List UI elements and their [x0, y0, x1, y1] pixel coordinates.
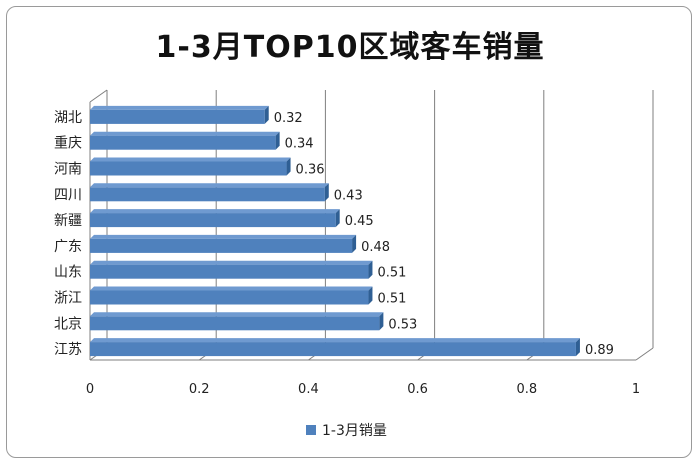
category-label: 北京 — [54, 316, 82, 332]
category-label: 江苏 — [54, 342, 82, 358]
bar — [90, 316, 380, 331]
bar — [90, 109, 265, 124]
data-label: 0.43 — [334, 188, 363, 203]
bar-top-face — [90, 286, 373, 291]
category-label: 山东 — [54, 265, 82, 281]
bar-end-face — [379, 312, 384, 331]
bar — [90, 187, 325, 202]
bar-top-face — [90, 234, 357, 239]
x-tick-label: 0 — [86, 382, 94, 397]
chart-frame — [6, 6, 692, 458]
bar-end-face — [368, 260, 373, 279]
x-tick-label: 1 — [632, 382, 640, 397]
data-label: 0.51 — [377, 292, 406, 307]
x-tick-label: 0.6 — [407, 382, 428, 397]
data-label: 0.48 — [361, 240, 390, 255]
bar-top-face — [90, 105, 269, 110]
category-label: 重庆 — [54, 136, 82, 152]
data-label: 0.34 — [285, 137, 314, 152]
category-label: 广东 — [54, 239, 82, 255]
bar — [90, 264, 369, 279]
data-label: 0.45 — [345, 214, 374, 229]
bar — [90, 238, 353, 253]
bar-top-face — [90, 183, 329, 188]
data-label: 0.51 — [377, 266, 406, 281]
bar-top-face — [90, 131, 280, 136]
chart-title: 1-3月TOP10区域客车销量 — [155, 30, 545, 65]
bar-top-face — [90, 209, 340, 214]
bar — [90, 135, 276, 150]
data-label: 0.32 — [274, 111, 303, 126]
bar — [90, 342, 576, 357]
data-label: 0.89 — [585, 343, 614, 358]
category-label: 浙江 — [54, 291, 82, 307]
data-label: 0.53 — [388, 317, 417, 332]
x-tick-label: 0.4 — [298, 382, 319, 397]
bar-end-face — [324, 183, 329, 202]
bar-top-face — [90, 260, 373, 265]
bar-top-face — [90, 312, 384, 317]
category-label: 河南 — [54, 162, 82, 178]
bar-top-face — [90, 157, 291, 162]
bar-end-face — [275, 131, 280, 150]
bar — [90, 161, 287, 176]
bar — [90, 213, 336, 228]
floor-tick-line — [635, 347, 654, 361]
bar-end-face — [335, 209, 340, 228]
wall-edge-line — [89, 89, 108, 103]
bar-end-face — [368, 286, 373, 305]
bar-end-face — [352, 234, 357, 253]
legend: 1-3月销量 — [306, 420, 387, 440]
data-label: 0.36 — [296, 163, 325, 178]
category-label: 湖北 — [54, 110, 82, 126]
bar-top-face — [90, 338, 580, 343]
bar — [90, 290, 369, 305]
legend-label: 1-3月销量 — [322, 423, 387, 439]
legend-swatch — [306, 425, 316, 435]
bar-end-face — [575, 338, 580, 357]
x-tick-label: 0.8 — [516, 382, 537, 397]
category-label: 四川 — [54, 187, 82, 203]
bar-end-face — [264, 105, 269, 124]
x-tick-label: 0.2 — [189, 382, 210, 397]
bar-end-face — [286, 157, 291, 176]
category-label: 新疆 — [54, 213, 82, 229]
